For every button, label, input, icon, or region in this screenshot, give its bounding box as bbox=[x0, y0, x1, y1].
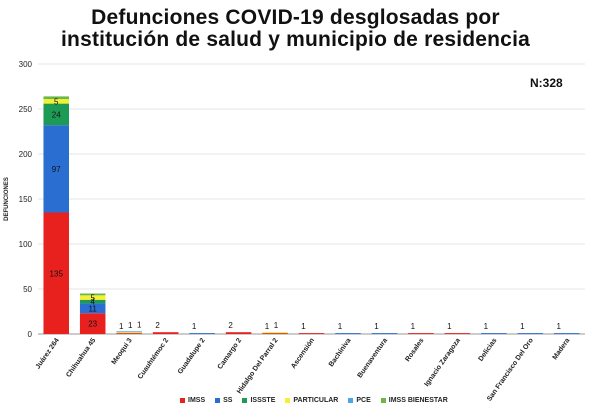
bar-segment bbox=[444, 333, 471, 334]
y-tick-label: 150 bbox=[19, 195, 33, 204]
y-tick-label: 0 bbox=[28, 330, 33, 339]
bar-segment bbox=[43, 212, 69, 334]
bar-segment bbox=[43, 125, 69, 213]
data-label: 1 bbox=[520, 322, 525, 331]
bar-segment bbox=[43, 99, 69, 104]
legend-label: PARTICULAR bbox=[293, 396, 339, 404]
x-tick-label: Madera bbox=[552, 337, 572, 361]
legend-item: IMSS BIENESTAR bbox=[380, 396, 448, 404]
x-tick-label: Buenaventura bbox=[357, 337, 390, 379]
legend-item: PCE bbox=[348, 396, 371, 404]
data-label: 5 bbox=[90, 294, 95, 303]
bar-segment bbox=[43, 96, 69, 100]
bar-segment bbox=[262, 332, 288, 334]
data-label: 5 bbox=[54, 97, 59, 106]
y-tick-label: 100 bbox=[19, 240, 33, 249]
data-label: 23 bbox=[88, 320, 97, 329]
legend-swatch bbox=[348, 397, 354, 403]
x-tick-label: Delicias bbox=[478, 337, 499, 363]
bar-segment bbox=[116, 332, 142, 334]
y-tick-label: 250 bbox=[19, 105, 33, 114]
y-tick-label: 200 bbox=[19, 150, 33, 159]
bar-segment bbox=[335, 333, 361, 334]
bar-segment bbox=[79, 303, 106, 314]
data-label: 1 bbox=[265, 322, 270, 331]
data-label: 1 bbox=[128, 321, 133, 330]
x-tick-label: Chihuahua 45 bbox=[65, 337, 97, 379]
legend-swatch bbox=[242, 397, 248, 403]
y-tick-label: 50 bbox=[23, 285, 32, 294]
sample-size-label: N:328 bbox=[530, 76, 563, 90]
bar-segment bbox=[371, 333, 398, 334]
bar-segment bbox=[79, 299, 106, 304]
bar-segment bbox=[554, 333, 580, 334]
bar-segment bbox=[408, 333, 434, 334]
x-tick-label: Hidalgo Del Parral 2 bbox=[236, 337, 280, 395]
legend-item: ISSSTE bbox=[242, 397, 275, 404]
x-tick-label: Ascensión bbox=[290, 337, 316, 370]
chart-title-line-1: Defunciones COVID-19 desglosadas por bbox=[91, 6, 500, 29]
x-tick-label: Ignacio Zaragoza bbox=[423, 337, 462, 388]
legend-label: IMSS BIENESTAR bbox=[388, 396, 448, 404]
legend-label: SS bbox=[223, 396, 233, 404]
bar-segment bbox=[79, 313, 106, 334]
legend-item: PARTICULAR bbox=[285, 397, 338, 404]
y-axis-label: DEFUNCIONES bbox=[4, 177, 10, 221]
bar-segment bbox=[79, 295, 106, 300]
data-label: 2 bbox=[155, 321, 160, 330]
x-tick-label: Cuauhtémoc 2 bbox=[137, 337, 170, 381]
bar-segment bbox=[116, 333, 142, 334]
bar-segment bbox=[152, 332, 179, 334]
legend-label: ISSSTE bbox=[250, 396, 276, 404]
legend: IMSS SS ISSSTE PARTICULAR PCE IMSS BIENESTAR bbox=[180, 393, 500, 407]
data-label: 11 bbox=[89, 304, 98, 313]
data-label: 1 bbox=[274, 321, 279, 330]
bar-segment bbox=[298, 333, 325, 334]
bar-segment bbox=[517, 333, 544, 334]
data-label: 2 bbox=[228, 321, 233, 330]
bar-segment bbox=[189, 333, 215, 334]
x-tick-label: Guadalupe 2 bbox=[177, 337, 207, 376]
bar-segment bbox=[116, 331, 142, 333]
bar-segment bbox=[79, 293, 106, 296]
legend-item: SS bbox=[215, 397, 232, 404]
x-tick-label: Rosales bbox=[404, 337, 425, 363]
data-label: 1 bbox=[338, 322, 343, 331]
bar-segment bbox=[43, 103, 69, 126]
legend-swatch bbox=[180, 397, 185, 403]
data-label: 24 bbox=[52, 110, 61, 119]
legend-swatch bbox=[215, 397, 221, 403]
bar-segment bbox=[481, 333, 507, 334]
x-tick-label: Meoqui 3 bbox=[111, 337, 134, 366]
data-label: 1 bbox=[374, 322, 379, 331]
bar-segment bbox=[262, 333, 288, 334]
data-label: 97 bbox=[52, 165, 61, 174]
chart-title-line-2: institución de salud y municipio de resi… bbox=[61, 28, 530, 51]
bar-segment bbox=[225, 332, 252, 334]
data-label: 1 bbox=[484, 322, 489, 331]
data-label: 1 bbox=[119, 322, 124, 331]
legend-label: PCE bbox=[356, 396, 371, 404]
data-label: 1 bbox=[192, 322, 197, 331]
data-label: 135 bbox=[50, 269, 64, 278]
data-label: 1 bbox=[137, 320, 142, 329]
legend-swatch bbox=[380, 397, 386, 403]
legend-swatch bbox=[285, 397, 291, 403]
x-tick-label: Juárez 264 bbox=[35, 337, 61, 370]
data-label: 1 bbox=[557, 322, 562, 331]
x-tick-label: Bachíniva bbox=[328, 337, 353, 368]
x-tick-label: Camargo 2 bbox=[217, 337, 244, 371]
y-tick-label: 300 bbox=[19, 60, 33, 69]
legend-label: IMSS bbox=[188, 396, 206, 404]
data-label: 1 bbox=[411, 322, 416, 331]
data-label: 1 bbox=[447, 322, 452, 331]
data-label: 1 bbox=[301, 322, 306, 331]
data-label: 4 bbox=[90, 298, 95, 307]
legend-item: IMSS bbox=[180, 397, 205, 404]
